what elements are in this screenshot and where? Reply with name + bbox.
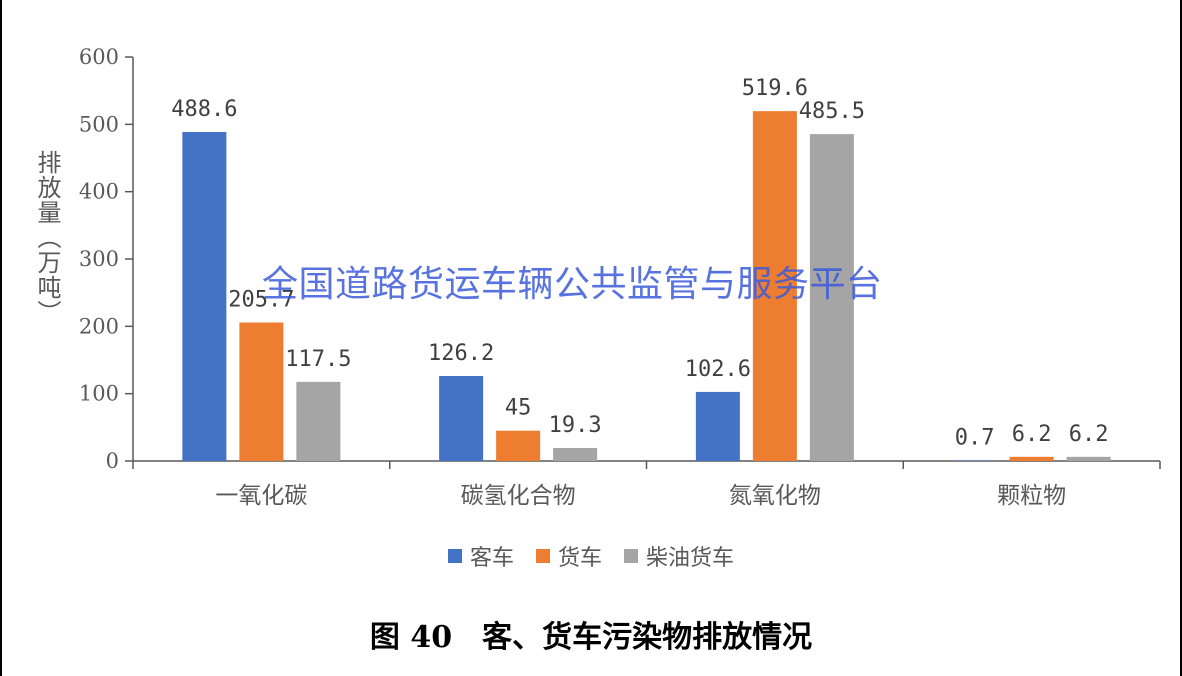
data-label: 126.2: [428, 341, 494, 366]
x-tick-label: 碳氢化合物: [461, 483, 576, 509]
y-tick-label: 400: [79, 180, 119, 204]
bar: [809, 134, 854, 461]
y-tick-label: 500: [79, 112, 119, 136]
y-tick-label: 0: [106, 449, 119, 473]
bar: [695, 391, 740, 461]
legend-label-truck: 货车: [557, 546, 602, 571]
bar: [553, 448, 598, 461]
data-label: 6.2: [1012, 422, 1052, 447]
legend-swatch-diesel-truck: [624, 549, 638, 563]
figure-caption: 图 40 客、货车污染物排放情况: [369, 620, 813, 655]
data-label: 6.2: [1069, 422, 1109, 447]
x-tick-label: 氮氧化物: [729, 483, 821, 509]
legend-item-diesel-truck: 柴油货车: [624, 540, 734, 572]
data-label: 488.6: [171, 97, 237, 122]
bar: [1009, 456, 1054, 461]
bar: [752, 111, 797, 462]
legend-item-truck: 货车: [535, 540, 602, 572]
data-label: 45: [505, 396, 532, 421]
left-border: [0, 0, 2, 676]
y-tick-label: 600: [79, 45, 119, 69]
data-label: 19.3: [549, 413, 602, 438]
legend-label-diesel-truck: 柴油货车: [646, 546, 735, 571]
data-label: 485.5: [799, 99, 865, 124]
bar: [1066, 456, 1111, 461]
y-tick-label: 100: [79, 382, 119, 406]
bar: [296, 381, 341, 461]
y-axis-title: 排放量（万吨）: [33, 150, 61, 325]
data-label: 0.7: [955, 426, 995, 451]
data-label: 205.7: [228, 287, 294, 312]
legend: 客车 货车 柴油货车: [0, 540, 1182, 572]
data-label: 102.6: [685, 357, 751, 382]
y-tick-label: 200: [79, 314, 119, 338]
data-label: 117.5: [285, 347, 351, 372]
legend-swatch-passenger: [447, 549, 462, 563]
bar: [182, 132, 227, 461]
x-tick-label: 颗粒物: [997, 483, 1066, 509]
bar: [496, 430, 541, 461]
legend-label-passenger: 客车: [469, 546, 514, 571]
y-tick-label: 300: [79, 247, 119, 271]
bar: [439, 376, 484, 461]
legend-swatch-truck: [535, 549, 550, 563]
watermark-text: 全国道路货运车辆公共监管与服务平台: [262, 264, 883, 305]
data-label: 519.6: [742, 76, 808, 101]
legend-item-passenger: 客车: [447, 540, 514, 572]
right-border: [1180, 0, 1182, 676]
x-tick-label: 一氧化碳: [215, 483, 307, 509]
bar: [239, 322, 284, 461]
